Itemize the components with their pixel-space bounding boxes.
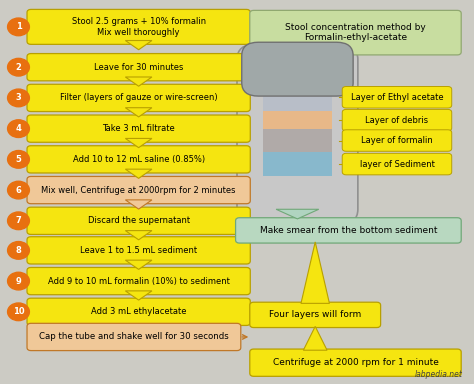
FancyBboxPatch shape xyxy=(27,146,250,173)
Circle shape xyxy=(8,242,29,259)
FancyBboxPatch shape xyxy=(263,83,332,111)
FancyBboxPatch shape xyxy=(27,267,250,295)
Text: 3: 3 xyxy=(16,93,21,103)
Polygon shape xyxy=(125,169,152,178)
Text: Stool concentration method by
Formalin-ethyl-acetate: Stool concentration method by Formalin-e… xyxy=(285,23,426,42)
Circle shape xyxy=(8,18,29,36)
Text: Layer of formalin: Layer of formalin xyxy=(361,136,433,145)
Text: Take 3 mL filtrate: Take 3 mL filtrate xyxy=(102,124,175,133)
Circle shape xyxy=(8,272,29,290)
FancyBboxPatch shape xyxy=(27,53,250,81)
Text: Add 10 to 12 mL saline (0.85%): Add 10 to 12 mL saline (0.85%) xyxy=(73,155,205,164)
FancyBboxPatch shape xyxy=(27,10,250,44)
Polygon shape xyxy=(125,138,152,147)
Text: 6: 6 xyxy=(16,185,21,195)
Text: 7: 7 xyxy=(16,216,21,225)
Text: 4: 4 xyxy=(16,124,21,133)
Text: 10: 10 xyxy=(13,307,24,316)
Text: layer of Sediment: layer of Sediment xyxy=(360,160,434,169)
Polygon shape xyxy=(125,77,152,86)
Text: Make smear from the bottom sediment: Make smear from the bottom sediment xyxy=(260,226,437,235)
FancyBboxPatch shape xyxy=(242,42,353,96)
Text: Cap the tube and shake well for 30 seconds: Cap the tube and shake well for 30 secon… xyxy=(39,333,229,341)
Polygon shape xyxy=(125,260,152,270)
Polygon shape xyxy=(276,209,319,219)
Text: Filter (layers of gauze or wire-screen): Filter (layers of gauze or wire-screen) xyxy=(60,93,218,103)
Text: Add 9 to 10 mL formalin (10%) to sediment: Add 9 to 10 mL formalin (10%) to sedimen… xyxy=(48,276,229,286)
Text: Discard the supernatant: Discard the supernatant xyxy=(88,216,190,225)
Polygon shape xyxy=(301,242,329,303)
Text: 8: 8 xyxy=(16,246,21,255)
FancyBboxPatch shape xyxy=(263,111,332,129)
FancyBboxPatch shape xyxy=(27,298,250,326)
FancyBboxPatch shape xyxy=(263,129,332,152)
FancyBboxPatch shape xyxy=(27,237,250,264)
Polygon shape xyxy=(303,326,327,350)
FancyBboxPatch shape xyxy=(236,218,461,243)
FancyBboxPatch shape xyxy=(342,86,452,108)
Circle shape xyxy=(8,89,29,107)
Text: Stool 2.5 grams + 10% formalin
Mix well thoroughly: Stool 2.5 grams + 10% formalin Mix well … xyxy=(72,17,206,36)
Circle shape xyxy=(8,120,29,137)
Text: Add 3 mL ethylacetate: Add 3 mL ethylacetate xyxy=(91,307,186,316)
FancyBboxPatch shape xyxy=(263,152,332,176)
FancyBboxPatch shape xyxy=(27,323,241,351)
Text: Four layers will form: Four layers will form xyxy=(269,310,361,319)
Text: Mix well, Centrifuge at 2000rpm for 2 minutes: Mix well, Centrifuge at 2000rpm for 2 mi… xyxy=(41,185,236,195)
Circle shape xyxy=(8,303,29,321)
Text: 5: 5 xyxy=(16,155,21,164)
FancyBboxPatch shape xyxy=(250,10,461,55)
Text: Leave 1 to 1.5 mL sediment: Leave 1 to 1.5 mL sediment xyxy=(80,246,197,255)
FancyBboxPatch shape xyxy=(342,130,452,151)
FancyBboxPatch shape xyxy=(27,84,250,112)
FancyBboxPatch shape xyxy=(27,115,250,142)
Polygon shape xyxy=(125,40,152,50)
Circle shape xyxy=(8,58,29,76)
Text: 9: 9 xyxy=(16,276,21,286)
Text: Leave for 30 minutes: Leave for 30 minutes xyxy=(94,63,183,72)
FancyBboxPatch shape xyxy=(27,207,250,234)
Circle shape xyxy=(8,212,29,230)
Text: Centrifuge at 2000 rpm for 1 minute: Centrifuge at 2000 rpm for 1 minute xyxy=(273,358,438,367)
Text: labpedia.net: labpedia.net xyxy=(414,371,462,379)
Circle shape xyxy=(8,181,29,199)
FancyBboxPatch shape xyxy=(250,302,381,328)
FancyBboxPatch shape xyxy=(237,44,358,225)
FancyBboxPatch shape xyxy=(250,349,461,376)
Text: Layer of Ethyl acetate: Layer of Ethyl acetate xyxy=(351,93,443,102)
FancyBboxPatch shape xyxy=(342,109,452,131)
FancyBboxPatch shape xyxy=(27,177,250,204)
Text: 2: 2 xyxy=(16,63,21,72)
Polygon shape xyxy=(125,200,152,209)
Polygon shape xyxy=(125,108,152,117)
FancyBboxPatch shape xyxy=(342,153,452,175)
Text: 1: 1 xyxy=(16,22,21,31)
Polygon shape xyxy=(125,291,152,300)
Text: Layer of debris: Layer of debris xyxy=(365,116,428,125)
Circle shape xyxy=(8,151,29,168)
Polygon shape xyxy=(125,230,152,240)
